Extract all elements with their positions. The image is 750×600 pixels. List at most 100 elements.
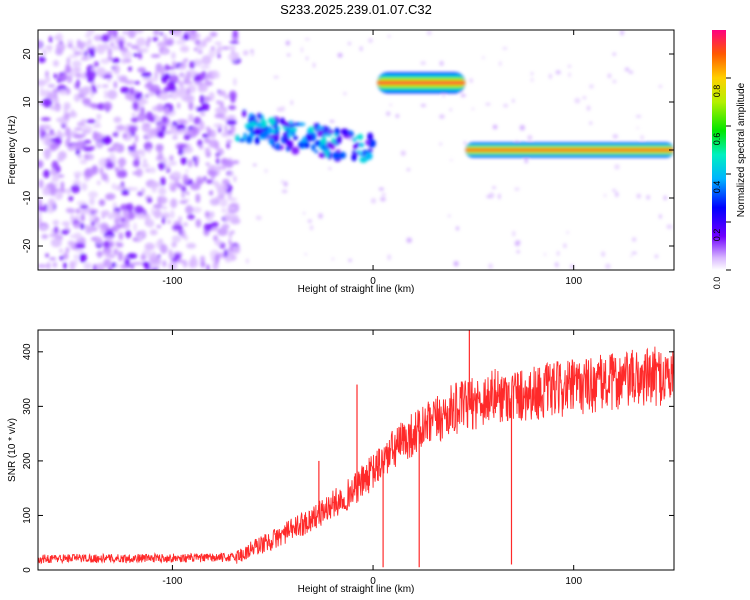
noise-blob (155, 116, 162, 122)
noise-blob (67, 240, 75, 247)
noise-blob (93, 61, 100, 67)
noise-blob (46, 92, 55, 99)
x-tick-label: 0 (370, 576, 376, 587)
noise-blob (67, 187, 71, 196)
noise-blob (44, 151, 50, 161)
noise-blob (663, 195, 667, 201)
noise-blob (204, 147, 211, 155)
echo-blob (243, 132, 247, 137)
noise-blob (224, 249, 228, 258)
noise-blob (83, 153, 90, 160)
echo-blob (245, 135, 253, 144)
noise-blob (38, 40, 42, 49)
noise-blob (605, 263, 611, 269)
noise-blob (136, 37, 146, 47)
noise-blob (108, 265, 112, 270)
echo-blob (320, 144, 328, 151)
noise-blob (92, 132, 103, 141)
noise-blob (193, 116, 202, 125)
noise-blob (632, 237, 637, 242)
noise-blob (635, 115, 642, 118)
echo-blob (327, 141, 333, 149)
echo-blob (257, 112, 262, 120)
echo-blob (342, 128, 349, 136)
noise-blob (137, 51, 143, 60)
noise-blob (67, 42, 73, 49)
noise-blob (146, 219, 155, 228)
noise-blob (202, 133, 209, 138)
noise-blob (105, 161, 115, 170)
noise-blob (76, 121, 86, 127)
spectrogram-y-label: Frequency (Hz) (7, 116, 18, 185)
noise-blob (118, 232, 124, 241)
noise-blob (163, 33, 167, 44)
noise-blob (80, 86, 90, 96)
noise-blob (152, 36, 159, 42)
noise-blob (304, 253, 307, 256)
noise-blob (127, 211, 136, 220)
noise-blob (200, 261, 206, 268)
noise-blob (121, 189, 130, 196)
noise-blob (589, 84, 594, 89)
noise-blob (171, 60, 177, 68)
noise-blob (117, 251, 124, 262)
noise-blob (147, 147, 152, 154)
noise-blob (218, 108, 228, 114)
noise-blob (449, 108, 452, 112)
noise-blob (38, 264, 48, 268)
noise-blob (73, 254, 79, 258)
noise-blob (162, 48, 168, 55)
noise-blob (230, 124, 236, 134)
noise-blob (203, 223, 213, 232)
noise-blob (162, 260, 167, 268)
noise-blob (170, 76, 176, 83)
noise-blob (85, 227, 93, 235)
noise-blob (530, 77, 534, 83)
echo-blob (249, 116, 256, 121)
noise-blob (75, 208, 80, 214)
noise-blob (142, 249, 149, 255)
noise-blob (63, 112, 71, 120)
noise-blob (66, 57, 71, 65)
echo-blob (365, 139, 370, 146)
noise-blob (77, 41, 85, 48)
noise-blob (59, 40, 63, 44)
noise-blob (70, 213, 74, 223)
noise-blob (107, 147, 115, 152)
noise-blob (108, 240, 115, 248)
echo-blob (353, 143, 358, 150)
noise-blob (132, 101, 139, 111)
noise-blob (79, 159, 88, 165)
noise-blob (92, 213, 97, 220)
noise-blob (48, 198, 56, 207)
snr-panel: -100 0 100 0 100 200 300 400 Height of straight… (7, 329, 675, 595)
colorbar-label: Normalized spectral amplitude (736, 82, 747, 217)
noise-blob (488, 263, 493, 269)
noise-blob (185, 191, 190, 195)
echo-blob (320, 138, 328, 146)
noise-blob (114, 36, 126, 40)
noise-blob (460, 93, 466, 98)
noise-blob (439, 114, 445, 119)
noise-blob (171, 171, 181, 178)
y-tick-label: 200 (22, 452, 33, 469)
noise-blob (242, 50, 249, 56)
snr-y-label: SNR (10 * v/v) (7, 418, 18, 482)
noise-blob (170, 198, 178, 209)
noise-blob (41, 234, 49, 239)
noise-blob (96, 113, 102, 120)
noise-blob (133, 80, 141, 85)
noise-blob (527, 135, 533, 141)
echo-blob (238, 138, 246, 143)
figure-title: S233.2025.239.01.07.C32 (280, 2, 432, 17)
noise-blob (400, 150, 406, 156)
noise-blob (283, 181, 288, 187)
noise-blob (406, 168, 411, 172)
noise-blob (51, 160, 59, 170)
noise-blob (343, 91, 347, 96)
noise-blob (42, 186, 51, 196)
noise-blob (607, 73, 612, 79)
noise-blob (73, 51, 82, 56)
noise-blob (203, 137, 211, 144)
